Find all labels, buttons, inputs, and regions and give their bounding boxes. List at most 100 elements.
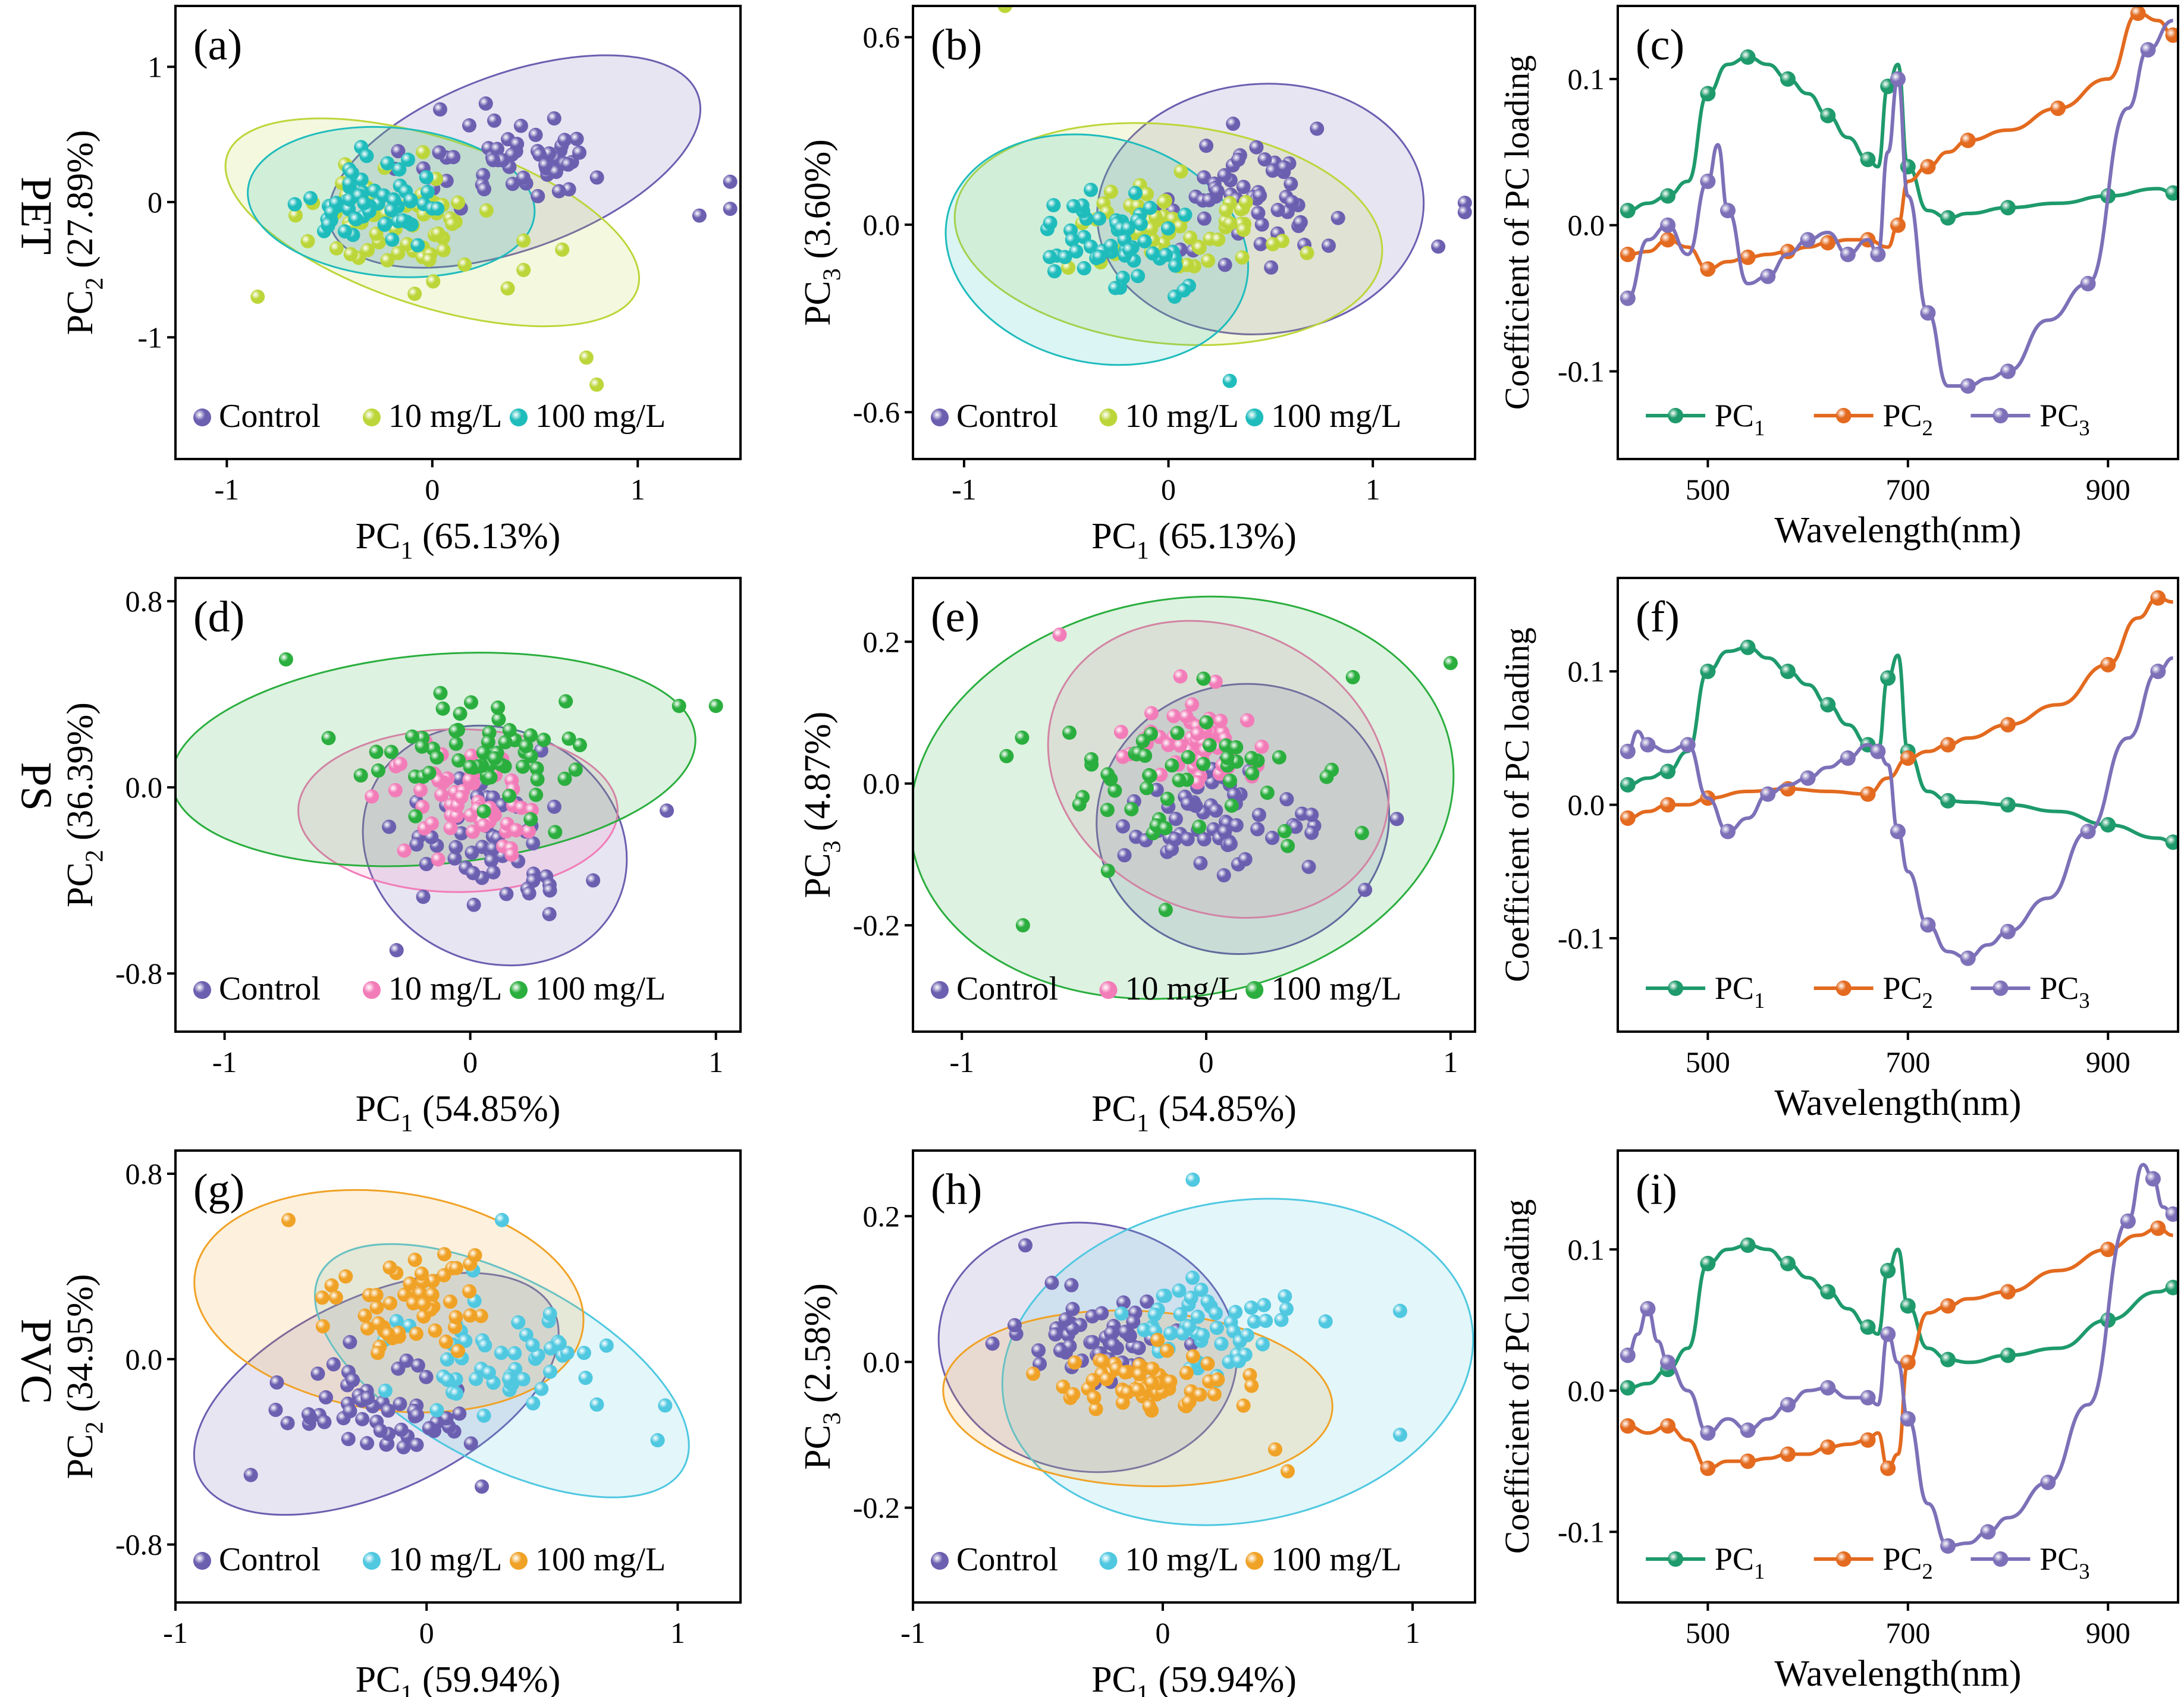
data-point-100-mg-l	[1200, 1356, 1215, 1371]
data-point-control	[301, 1407, 316, 1422]
data-point-10-mg-l	[1184, 1290, 1198, 1305]
panel-b: Control 10 mg/L 100 mg/L -1 0 1 -0.6 0.0 0.6 (b) P…	[798, 5, 1476, 564]
data-point-100-mg-l	[1084, 752, 1099, 766]
data-point-10-mg-l	[1255, 1337, 1270, 1352]
x-axis-title: PC1 (59.94%)	[1091, 1660, 1297, 1697]
data-point-10-mg-l	[464, 749, 479, 763]
data-point-control	[1126, 1315, 1141, 1330]
line-marker-pc1	[1660, 763, 1676, 780]
data-point-control	[1197, 170, 1212, 185]
line-marker-pc3	[1900, 1411, 1916, 1427]
panel-letter: (a)	[193, 21, 242, 70]
legend-marker	[1835, 1551, 1852, 1567]
data-point-10-mg-l	[1137, 1322, 1151, 1337]
data-point-100-mg-l	[453, 706, 467, 721]
data-point-100-mg-l	[572, 738, 587, 753]
data-point-10-mg-l	[516, 263, 531, 278]
data-point-control	[1331, 210, 1345, 225]
data-point-control	[448, 840, 463, 854]
legend-label: PC1	[1715, 398, 1765, 440]
y-tick-label: -1	[137, 320, 162, 354]
line-marker-pc3	[1780, 1397, 1796, 1413]
data-point-control	[360, 1391, 375, 1406]
line-marker-pc1	[1620, 1380, 1636, 1396]
line-marker-pc1	[1700, 664, 1716, 680]
x-tick-label: -1	[163, 1616, 188, 1649]
y-tick-label: 0.1	[1568, 62, 1605, 96]
data-point-100-mg-l	[1085, 1373, 1100, 1388]
line-marker-pc2	[1920, 159, 1936, 175]
y-tick-label: 0.0	[863, 208, 900, 241]
data-point-10-mg-l	[388, 782, 403, 797]
y-axis-title: Coefficient of PC loading	[1498, 55, 1536, 410]
data-point-control	[1168, 812, 1183, 826]
data-point-10-mg-l	[1173, 669, 1188, 684]
data-point-10-mg-l	[1240, 1328, 1254, 1343]
data-point-10-mg-l	[476, 1408, 491, 1423]
data-point-100-mg-l	[1072, 797, 1087, 812]
row-label-pet: PET	[11, 176, 61, 255]
data-point-10-mg-l	[329, 241, 344, 256]
data-point-control	[466, 897, 481, 912]
data-point-control	[589, 170, 604, 185]
legend-marker	[1668, 408, 1684, 423]
data-point-10-mg-l	[534, 1381, 549, 1396]
line-marker-pc2	[1660, 232, 1676, 248]
plot-frame	[1617, 577, 2179, 1033]
data-point-control	[1253, 237, 1268, 252]
panel-letter: (i)	[1636, 1165, 1677, 1214]
data-point-10-mg-l	[1185, 697, 1200, 712]
line-marker-pc2	[1890, 217, 1906, 233]
data-point-control	[569, 131, 584, 146]
data-point-control	[1226, 117, 1241, 131]
data-point-10-mg-l	[451, 195, 466, 210]
data-point-control	[268, 1403, 283, 1418]
data-point-100-mg-l	[369, 1287, 384, 1302]
data-point-10-mg-l	[1173, 1307, 1188, 1322]
data-point-control	[723, 202, 738, 216]
data-point-100-mg-l	[1131, 1382, 1146, 1397]
data-point-100-mg-l	[409, 1327, 423, 1341]
data-point-10-mg-l	[391, 246, 406, 260]
line-marker-pc3	[2140, 42, 2156, 58]
data-point-10-mg-l	[449, 809, 464, 824]
y-tick-label: 0.1	[1568, 655, 1605, 688]
data-point-control	[343, 1404, 357, 1419]
data-point-100-mg-l	[420, 184, 435, 199]
data-point-10-mg-l	[1185, 1173, 1200, 1187]
data-point-100-mg-l	[1202, 738, 1217, 753]
line-marker-pc3	[1800, 232, 1816, 248]
data-point-control	[409, 837, 424, 852]
x-tick-label: 1	[708, 1045, 723, 1079]
data-point-control	[280, 1416, 295, 1431]
data-point-100-mg-l	[381, 1327, 396, 1342]
data-point-100-mg-l	[338, 1269, 353, 1284]
data-point-100-mg-l	[371, 1316, 386, 1331]
data-point-100-mg-l	[443, 1294, 458, 1309]
series-line-pc2	[1627, 596, 2173, 820]
data-point-100-mg-l	[328, 1290, 343, 1305]
data-point-10-mg-l	[494, 1212, 509, 1227]
x-tick-label: 0	[463, 1045, 478, 1079]
data-point-100-mg-l	[1077, 261, 1091, 276]
data-point-10-mg-l	[521, 824, 536, 839]
data-point-control	[475, 1479, 489, 1494]
data-point-control	[1048, 1327, 1063, 1342]
data-point-10-mg-l	[494, 1346, 509, 1360]
data-point-10-mg-l	[1147, 1307, 1162, 1322]
data-point-control	[484, 853, 499, 868]
data-point-100-mg-l	[382, 1296, 397, 1311]
y-tick-label: -0.6	[853, 395, 900, 429]
line-marker-pc1	[1700, 86, 1716, 102]
data-point-control	[1216, 868, 1231, 883]
data-point-100-mg-l	[1138, 749, 1153, 763]
data-point-10-mg-l	[425, 816, 440, 831]
row-label-pvc: PVC	[11, 1318, 61, 1404]
legend-marker	[193, 408, 211, 426]
data-point-control	[1116, 1295, 1131, 1310]
data-point-10-mg-l	[1190, 727, 1205, 741]
data-point-control	[1085, 1335, 1100, 1350]
data-point-100-mg-l	[1092, 211, 1107, 226]
line-marker-pc2	[2000, 1284, 2016, 1300]
data-point-100-mg-l	[422, 765, 437, 780]
